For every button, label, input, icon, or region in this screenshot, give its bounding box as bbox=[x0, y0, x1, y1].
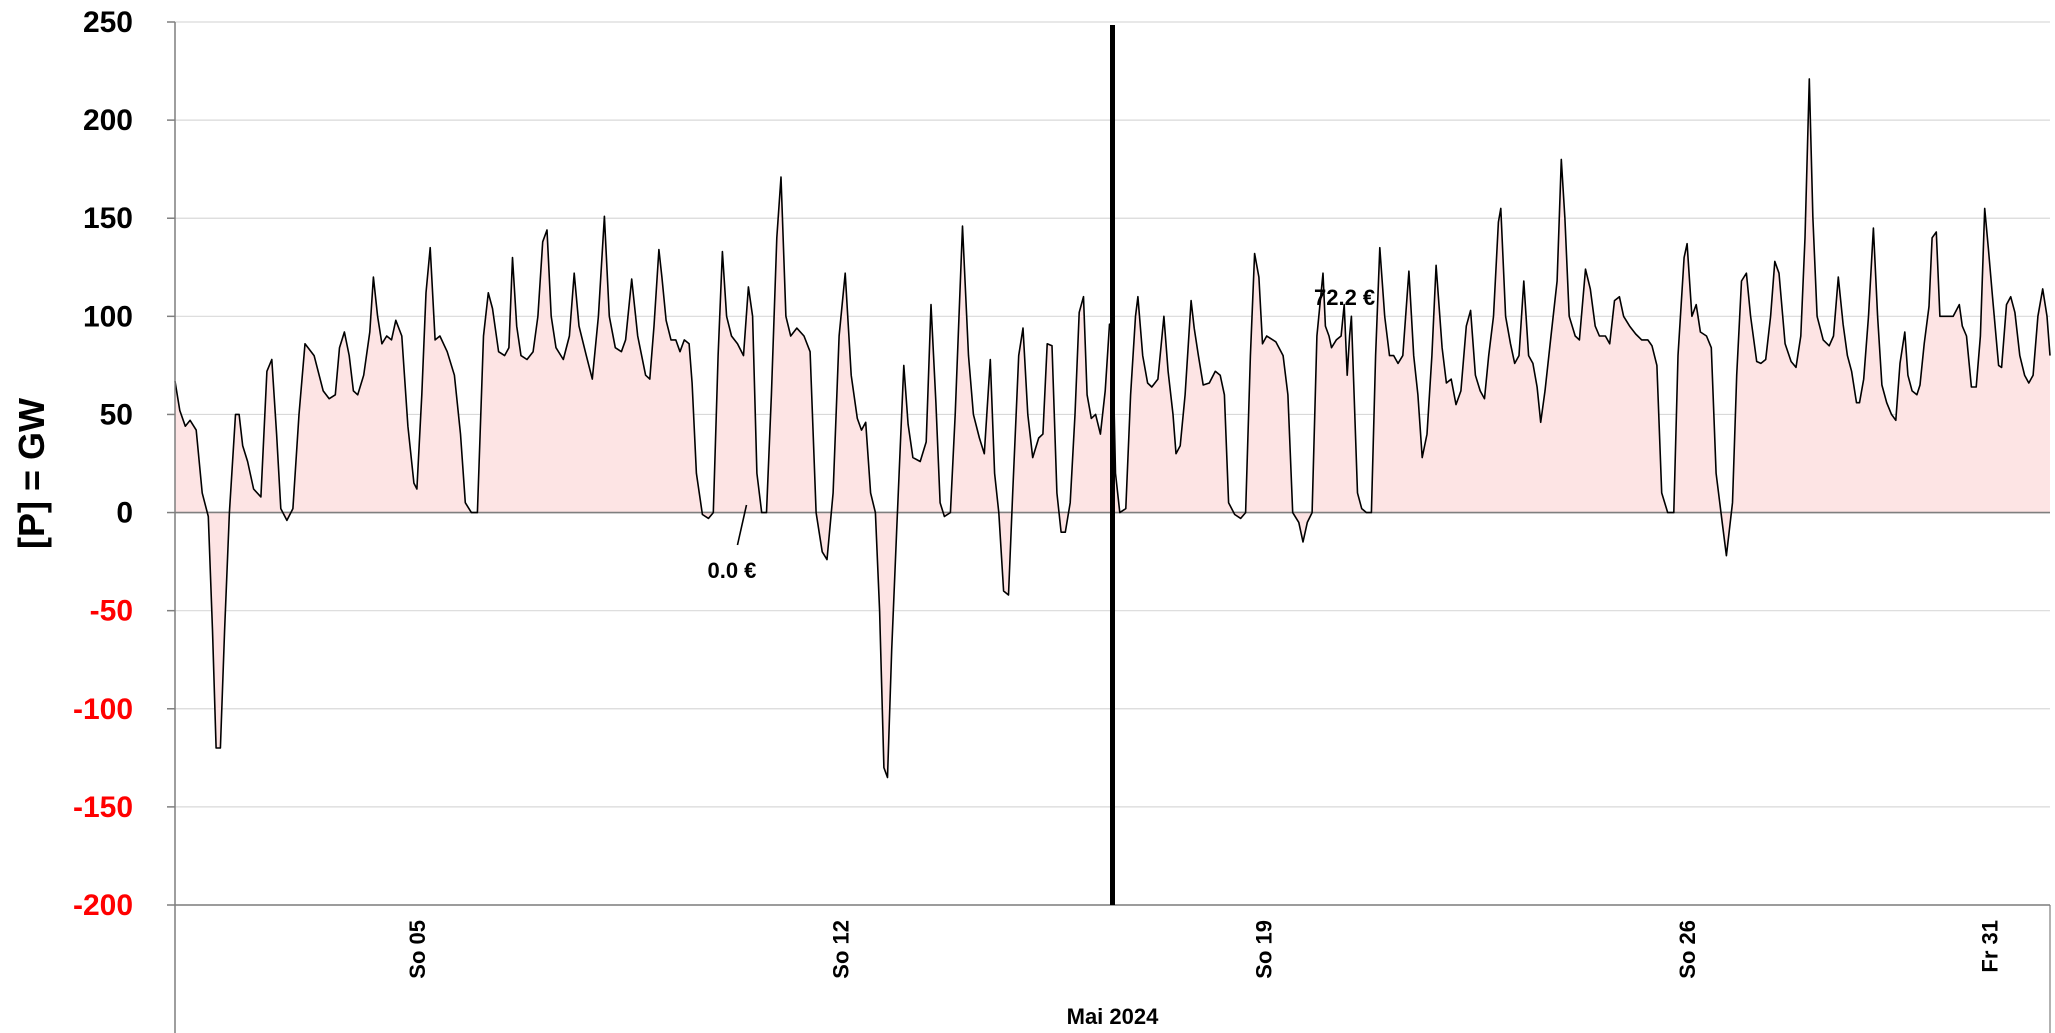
y-tick-label: 200 bbox=[83, 104, 133, 137]
y-tick-label: 250 bbox=[83, 6, 133, 39]
y-axis-label: [P] = GW bbox=[11, 398, 52, 549]
y-tick-label: 0 bbox=[116, 497, 133, 530]
y-tick-label: -50 bbox=[90, 595, 133, 628]
series-line bbox=[174, 78, 2051, 779]
y-tick-labels: 250 200 150 100 50 0 -50 -100 -150 -200 bbox=[73, 6, 133, 922]
x-tick-label: So 05 bbox=[405, 920, 430, 979]
x-tick-label: So 26 bbox=[1675, 920, 1700, 979]
y-tick-label: 100 bbox=[83, 300, 133, 333]
y-tick-label: -150 bbox=[73, 791, 133, 824]
price-annotation: 0.0 € bbox=[707, 558, 756, 583]
x-axis-label: Mai 2024 bbox=[1067, 1004, 1159, 1029]
x-tick-labels: So 05 So 12 So 19 So 26 Fr 31 bbox=[405, 920, 2003, 979]
y-tick-label: -100 bbox=[73, 693, 133, 726]
y-tick-label: 50 bbox=[100, 398, 133, 431]
x-tick-label: So 12 bbox=[828, 920, 853, 979]
annotation-leader bbox=[736, 504, 748, 546]
y-tick-label: -200 bbox=[73, 889, 133, 922]
x-tick-label: Fr 31 bbox=[1978, 920, 2003, 973]
annotations: 0.0 € 72.2 € bbox=[707, 285, 1375, 583]
axes bbox=[167, 21, 2051, 1033]
x-tick-label: So 19 bbox=[1252, 920, 1277, 979]
y-tick-label: 150 bbox=[83, 202, 133, 235]
price-annotation: 72.2 € bbox=[1314, 285, 1375, 310]
